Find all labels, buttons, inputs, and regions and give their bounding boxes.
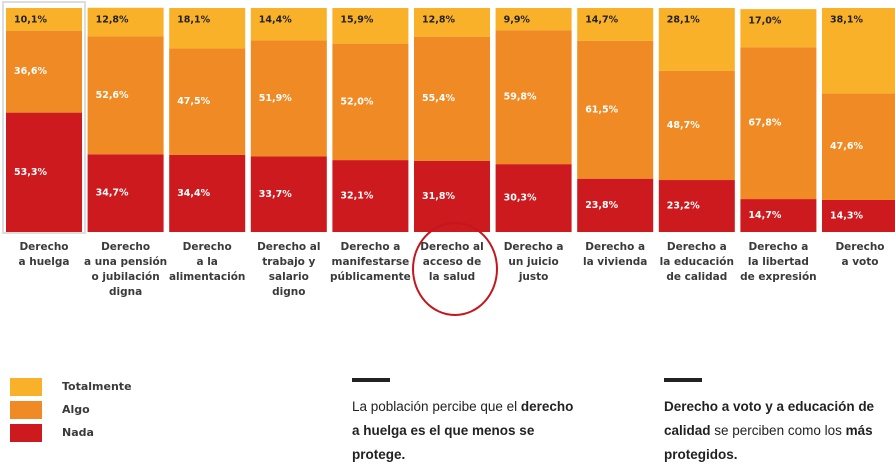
annotation: La población percibe que el derecho a hu…: [352, 395, 577, 467]
bar-segment: [87, 7, 164, 37]
annotation-text: más protegidos.: [664, 423, 873, 462]
value-label: 31,8%: [422, 191, 455, 202]
bar-segment: [169, 8, 246, 49]
x-tick-label: Derecho a la vivienda: [582, 241, 648, 268]
value-label: 17,0%: [748, 16, 781, 27]
value-label: 52,0%: [340, 96, 373, 107]
bar-segment: [495, 8, 572, 31]
value-label: 47,6%: [830, 141, 863, 152]
legend-swatch: [10, 424, 42, 442]
bar-segment: [332, 43, 409, 161]
bar-segment: [250, 8, 327, 41]
bar-segment: [495, 164, 572, 232]
x-tick-label: Derecho a huelga: [18, 241, 70, 268]
annotation-text: derecho a huelga es el que menos se prot…: [352, 399, 574, 462]
bar-segment: [822, 199, 895, 232]
bar-segment: [658, 8, 735, 71]
bar-segment: [577, 8, 654, 41]
bar-segment: [577, 178, 654, 232]
bar-segment: [414, 36, 490, 161]
bar-segment: [169, 154, 246, 232]
x-tick-label: Derecho a la educación de calidad: [659, 241, 734, 283]
value-label: 14,4%: [259, 15, 292, 26]
bar-segment: [658, 70, 735, 181]
value-label: 30,3%: [504, 193, 537, 204]
legend-label: Nada: [62, 426, 94, 439]
annotation-text: Derecho a voto y a educación de calidad: [664, 399, 875, 438]
value-label: 61,5%: [585, 104, 618, 115]
value-label: 15,9%: [340, 15, 373, 26]
value-label: 38,1%: [830, 15, 863, 26]
bar-segment: [332, 8, 409, 44]
x-tick-label: Derecho a la alimentación: [168, 241, 246, 283]
value-label: 53,3%: [14, 167, 47, 178]
x-tick-label: Derecho a la libertad de expresión: [740, 241, 817, 283]
divider: [664, 378, 702, 382]
value-label: 28,1%: [667, 15, 700, 26]
legend-swatch: [10, 378, 42, 396]
value-label: 48,7%: [667, 120, 700, 131]
value-label: 18,1%: [177, 15, 210, 26]
annotation: Derecho a voto y a educación de calidad …: [664, 395, 889, 467]
annotation-text: se perciben como los: [710, 423, 846, 438]
bar-segment: [169, 48, 246, 155]
bar-segment: [6, 8, 82, 31]
x-tick-label: Derecho a manifestarse públicamente: [330, 241, 411, 283]
highlight-frame: [2, 1, 86, 234]
bar-segment: [250, 40, 327, 157]
x-tick-label: Derecho a voto: [835, 241, 885, 268]
value-label: 23,2%: [667, 201, 700, 212]
divider: [352, 378, 390, 382]
value-label: 9,9%: [504, 15, 531, 26]
bar-segment: [577, 40, 654, 179]
x-tick-label: Derecho al trabajo y salario digno: [257, 241, 321, 298]
annotation-text: La población percibe que el: [352, 399, 521, 414]
value-label: 59,8%: [504, 92, 537, 103]
plot: 53,3% 36,6% 10,1% 34,7% 52,6% 12,8% 34,4% 47,5%…: [2, 1, 895, 234]
value-label: 47,5%: [177, 96, 210, 107]
value-label: 67,8%: [748, 118, 781, 129]
legend-swatch: [10, 401, 42, 419]
bar-segment: [414, 8, 490, 37]
bar-segment: [822, 93, 895, 200]
bar-segment: [250, 156, 327, 232]
bar-segment: [740, 9, 817, 48]
value-label: 14,3%: [830, 210, 863, 221]
legend-label: Totalmente: [62, 380, 132, 393]
value-label: 55,4%: [422, 93, 455, 104]
value-label: 14,7%: [748, 210, 781, 221]
value-label: 36,6%: [14, 66, 47, 77]
value-label: 32,1%: [340, 191, 373, 202]
bar-segment: [822, 8, 895, 94]
legend-label: Algo: [62, 403, 90, 416]
bar-segment: [414, 160, 490, 232]
value-label: 12,8%: [96, 14, 129, 25]
value-label: 51,9%: [259, 93, 292, 104]
bar-segment: [740, 47, 817, 200]
bar-segment: [87, 36, 164, 155]
value-label: 10,1%: [14, 15, 47, 26]
value-label: 34,7%: [96, 188, 129, 199]
bar-segment: [6, 30, 82, 113]
value-label: 12,8%: [422, 15, 455, 26]
x-tick-label: Derecho a un juicio justo: [503, 241, 564, 283]
value-label: 52,6%: [96, 90, 129, 101]
bar-segment: [332, 160, 409, 232]
value-label: 34,4%: [177, 188, 210, 199]
value-label: 33,7%: [259, 189, 292, 200]
x-tick-label: Derecho a una pensión o jubilación digna: [84, 241, 168, 298]
value-label: 14,7%: [585, 15, 618, 26]
bar-segment: [87, 154, 164, 232]
x-tick-label: Derecho al acceso de la salud: [420, 241, 484, 283]
highlight-circle: [412, 222, 498, 316]
bar-segment: [740, 199, 817, 232]
bar-segment: [658, 180, 735, 232]
value-label: 23,8%: [585, 200, 618, 211]
bar-segment: [6, 112, 82, 232]
bar-segment: [495, 30, 572, 165]
